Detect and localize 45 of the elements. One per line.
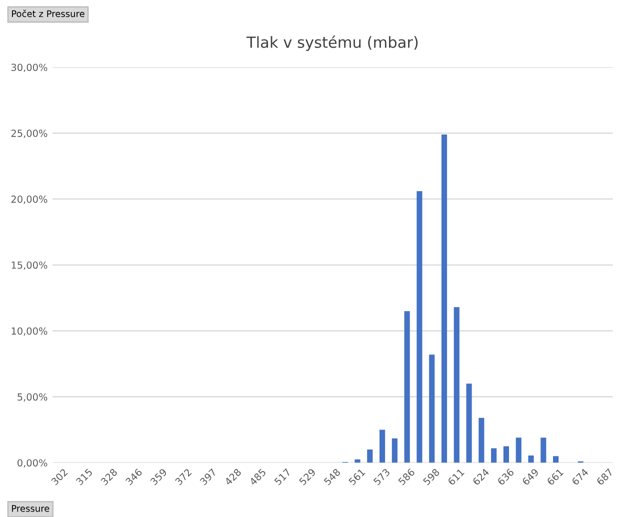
bar: [392, 438, 398, 463]
x-tick-label: 359: [150, 468, 168, 486]
bar: [416, 191, 422, 463]
x-tick-label: 428: [224, 468, 242, 486]
bar: [516, 438, 522, 463]
x-tick-label: 636: [496, 468, 514, 486]
x-tick-label: 561: [348, 468, 366, 486]
y-tick-label: 10,00%: [12, 327, 48, 336]
x-tick-label: 674: [571, 468, 589, 486]
x-tick-label: 649: [522, 468, 540, 486]
x-tick-label: 611: [447, 468, 465, 486]
y-tick-label: 0,00%: [18, 459, 48, 468]
bar: [454, 307, 460, 463]
x-tick-label: 573: [373, 468, 390, 486]
bar: [354, 459, 360, 463]
x-tick-label: 372: [174, 468, 192, 486]
bar: [503, 446, 510, 463]
bar: [491, 448, 497, 463]
bar: [441, 134, 448, 463]
bar: [528, 455, 534, 463]
y-tick-label: 25,00%: [11, 130, 48, 138]
x-tick-label: 687: [596, 468, 614, 486]
x-tick-label: 661: [546, 468, 564, 486]
x-tick-label: 485: [248, 468, 266, 486]
y-tick-label: 5,00%: [18, 393, 48, 402]
bar: [478, 418, 484, 463]
y-tick-label: 30,00%: [11, 64, 48, 72]
y-tick-label: 20,00%: [11, 196, 48, 204]
bar: [404, 311, 410, 463]
x-tick-label: 328: [100, 468, 118, 486]
x-tick-label: 529: [298, 468, 316, 486]
y-tick-label: 15,00%: [12, 261, 48, 270]
bar: [466, 384, 472, 463]
text: Pressure: [12, 505, 50, 512]
bar: [553, 456, 559, 463]
x-tick-label: 548: [323, 468, 341, 486]
bar: [429, 354, 435, 463]
bar: [380, 430, 386, 463]
text: Počet z Pressure: [12, 10, 84, 18]
x-tick-label: 624: [472, 468, 490, 486]
chart-title: Tlak v systému (mbar): [246, 36, 418, 51]
bar: [540, 438, 546, 463]
bar: [367, 450, 373, 463]
x-tick-label: 302: [50, 468, 68, 486]
x-tick-label: 598: [422, 468, 440, 486]
